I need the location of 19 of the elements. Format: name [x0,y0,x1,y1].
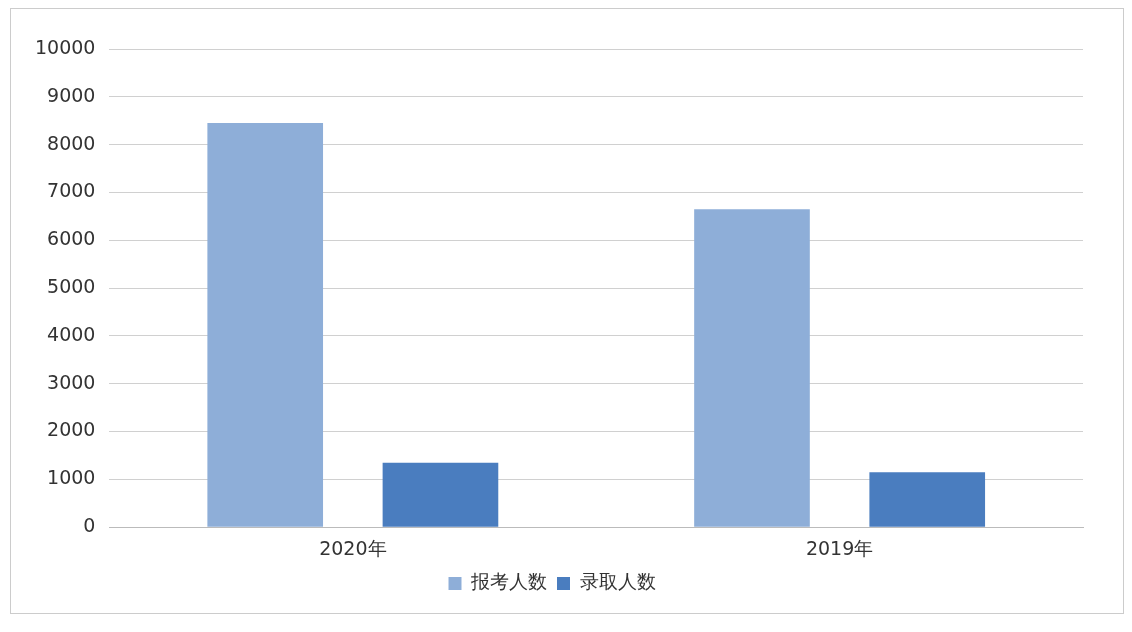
x-tick-label: 2019年 [805,536,874,559]
bar [382,462,499,527]
y-tick-label: 5000 [47,275,96,298]
y-tick-label: 9000 [47,83,96,106]
y-tick-label: 0 [83,514,96,537]
bar [207,123,324,527]
legend-label: 录取人数 [579,570,656,593]
y-tick-label: 7000 [47,179,96,202]
x-tick-label: 2020年 [319,536,387,559]
y-tick-label: 3000 [47,370,96,393]
y-tick-label: 6000 [47,227,96,250]
y-tick-label: 4000 [47,322,96,345]
bar [694,209,810,527]
bar [869,472,986,527]
y-tick-label: 1000 [47,466,96,489]
y-tick-label: 2000 [47,418,96,441]
y-tick-label: 8000 [47,131,96,154]
legend-label: 报考人数 [470,570,547,593]
y-tick-label: 10000 [34,35,96,58]
